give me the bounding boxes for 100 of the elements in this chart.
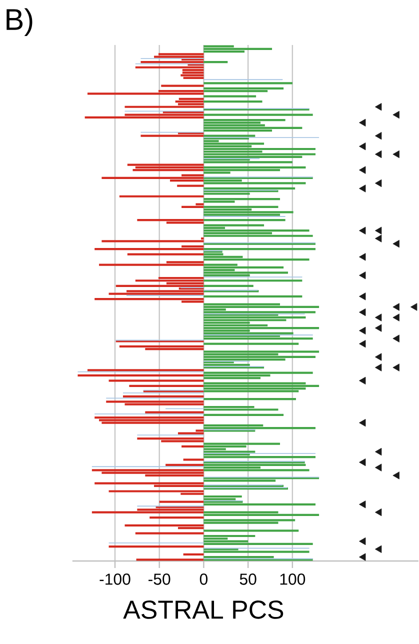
point xyxy=(374,132,382,140)
bar xyxy=(204,118,286,122)
bar xyxy=(119,345,204,348)
bar xyxy=(204,550,310,553)
point xyxy=(374,353,382,361)
bar xyxy=(127,253,204,256)
point xyxy=(374,508,382,516)
point xyxy=(374,226,382,234)
bar xyxy=(145,411,204,414)
point xyxy=(359,253,366,261)
bar xyxy=(175,100,204,103)
bar xyxy=(204,61,228,64)
point xyxy=(359,553,366,561)
point xyxy=(359,376,366,384)
bar xyxy=(124,524,204,527)
point xyxy=(392,314,400,322)
bar xyxy=(154,56,204,58)
point xyxy=(374,234,382,242)
bar xyxy=(204,182,306,184)
bar xyxy=(87,92,204,95)
bar xyxy=(87,369,204,372)
bar xyxy=(182,72,204,74)
point xyxy=(392,150,400,158)
bar xyxy=(119,195,204,198)
bar xyxy=(92,469,204,472)
bar xyxy=(204,519,296,522)
bar xyxy=(204,48,272,50)
bar xyxy=(94,298,204,300)
bar xyxy=(204,272,288,274)
bar xyxy=(204,408,278,411)
point xyxy=(374,448,382,456)
bar xyxy=(204,342,299,345)
bar xyxy=(204,126,302,129)
bar xyxy=(183,458,204,461)
bar xyxy=(183,553,204,556)
point xyxy=(410,303,418,311)
bar xyxy=(178,432,204,434)
bar xyxy=(135,280,204,282)
bar xyxy=(204,224,264,226)
x-tick-label: 50 xyxy=(240,574,256,585)
bar xyxy=(140,61,204,64)
bar xyxy=(204,87,284,90)
point xyxy=(359,308,366,316)
bar xyxy=(102,240,204,242)
bar xyxy=(108,545,204,548)
bar xyxy=(204,398,296,400)
x-tick-label: 100 xyxy=(280,574,306,585)
chart-title: B) xyxy=(6,8,32,36)
bar xyxy=(124,106,204,108)
point xyxy=(374,545,382,553)
bar xyxy=(159,500,204,503)
bar xyxy=(204,542,313,545)
point xyxy=(374,179,382,188)
bar xyxy=(180,74,204,76)
point xyxy=(359,184,366,192)
bar xyxy=(94,416,204,419)
x-tick-label: -100 xyxy=(100,574,130,585)
bar xyxy=(204,230,310,232)
bar xyxy=(166,464,204,466)
bar xyxy=(158,53,204,56)
bar xyxy=(102,422,204,424)
bar xyxy=(135,532,204,534)
bar xyxy=(204,495,242,498)
point xyxy=(374,150,382,158)
bar xyxy=(135,66,204,68)
bar xyxy=(108,380,204,382)
bar xyxy=(204,414,284,416)
bar xyxy=(204,534,256,538)
bar xyxy=(204,95,256,98)
bar xyxy=(204,316,306,319)
bar xyxy=(182,206,204,208)
bar xyxy=(204,211,294,214)
bar xyxy=(137,438,204,440)
point xyxy=(392,364,400,372)
bar xyxy=(204,198,280,200)
point xyxy=(359,500,366,508)
bar xyxy=(204,219,286,222)
bar xyxy=(204,469,310,472)
bar xyxy=(132,169,204,172)
bar xyxy=(204,248,316,250)
bar xyxy=(204,350,320,353)
bar xyxy=(150,516,204,519)
bar xyxy=(204,456,316,458)
bar xyxy=(204,326,320,330)
bar xyxy=(106,400,204,403)
bar xyxy=(94,482,204,484)
bar xyxy=(204,161,292,164)
bar xyxy=(204,234,313,237)
bar xyxy=(108,490,204,492)
bar xyxy=(78,374,204,376)
bar xyxy=(204,280,302,282)
bar xyxy=(122,395,204,398)
bar xyxy=(204,384,320,387)
bar xyxy=(204,187,296,190)
bar xyxy=(204,356,316,358)
bar xyxy=(84,116,204,118)
point xyxy=(392,303,400,311)
bar xyxy=(140,134,204,137)
bar xyxy=(204,295,302,298)
bar xyxy=(182,445,204,448)
